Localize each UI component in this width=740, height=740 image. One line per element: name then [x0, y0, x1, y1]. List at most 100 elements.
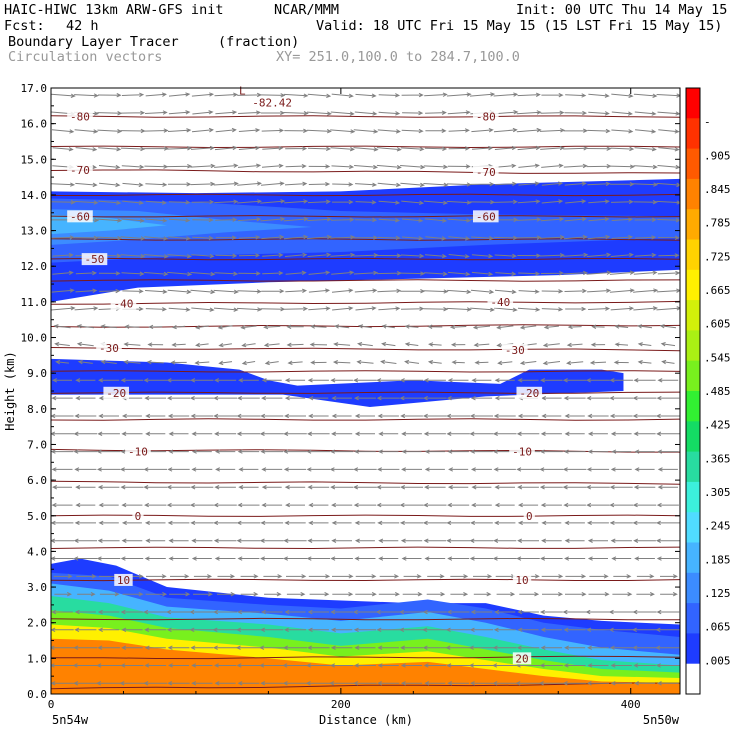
circulation-vector: [76, 324, 95, 329]
circulation-vector: [167, 182, 192, 187]
circulation-vector: [189, 627, 215, 633]
circulation-vector: [121, 538, 143, 543]
circulation-vector: [213, 395, 237, 401]
y-tick-label: 9.0: [27, 367, 47, 380]
contour-label: -40: [490, 296, 510, 309]
circulation-vector: [608, 627, 634, 633]
circulation-vector: [659, 324, 677, 329]
colorbar-label: .485: [704, 385, 731, 398]
circulation-vector: [655, 663, 680, 668]
circulation-vector: [282, 663, 308, 668]
circulation-vector: [330, 129, 356, 134]
circulation-vector: [586, 164, 612, 169]
circulation-vector: [378, 591, 400, 597]
circulation-vector: [98, 164, 121, 170]
circulation-vector: [422, 627, 448, 633]
circulation-vector: [541, 413, 562, 419]
circulation-vector: [494, 502, 515, 508]
circulation-vector: [262, 146, 284, 151]
circulation-vector: [609, 288, 635, 293]
circulation-vector: [541, 199, 564, 204]
circulation-vector: [377, 253, 402, 258]
circulation-vector: [100, 359, 117, 365]
circulation-vector: [215, 235, 237, 240]
circulation-vector: [517, 627, 539, 633]
circulation-vector: [539, 235, 565, 240]
circulation-vector: [214, 431, 237, 436]
temperature-contour--80: [51, 115, 680, 118]
circulation-vector: [633, 485, 656, 490]
circulation-vector: [167, 271, 193, 277]
circulation-vector: [518, 181, 540, 186]
circulation-vector: [307, 378, 329, 383]
circulation-vector: [399, 502, 424, 508]
contour-label: -20: [106, 387, 126, 400]
circulation-vector: [611, 93, 634, 98]
circulation-vector: [52, 147, 74, 152]
circulation-vector: [656, 395, 680, 401]
circulation-vector: [446, 307, 472, 312]
circulation-vector: [263, 342, 280, 348]
contour-label: -40: [114, 298, 134, 311]
circulation-vector: [399, 627, 424, 633]
temperature-contour-10: [51, 578, 680, 582]
field1-name: Boundary Layer Tracer: [8, 34, 179, 50]
y-tick-label: 1.0: [27, 652, 47, 665]
circulation-vector: [120, 609, 144, 615]
circulation-vector: [422, 609, 447, 615]
colorbar-label: .365: [704, 452, 731, 465]
low-marker: L: [239, 84, 246, 97]
circulation-vector: [446, 182, 472, 187]
circulation-vector: [307, 645, 330, 650]
circulation-vector: [284, 306, 309, 311]
circulation-vector: [75, 288, 98, 293]
circulation-vector: [614, 324, 629, 329]
circulation-vector: [330, 627, 353, 633]
circulation-vector: [192, 235, 214, 241]
contour-label-bg: [125, 445, 151, 458]
circulation-vector: [190, 271, 216, 277]
temperature-contour--20: [51, 391, 680, 394]
circulation-vector: [241, 360, 256, 366]
circulation-vector: [633, 93, 658, 98]
colorbar-swatch: [686, 603, 700, 634]
circulation-vector: [422, 395, 447, 401]
contour-label: 10: [117, 574, 130, 587]
circulation-vector: [217, 574, 236, 579]
circulation-vector: [120, 556, 144, 561]
circulation-vector: [447, 271, 471, 277]
circulation-vector: [656, 502, 679, 508]
circulation-vector: [516, 110, 542, 115]
circulation-vector: [237, 289, 262, 294]
circulation-vector: [306, 467, 331, 472]
contour-label: -50: [85, 253, 105, 266]
circulation-vector: [261, 128, 285, 133]
circulation-vector: [260, 556, 284, 561]
circulation-vector: [541, 163, 564, 168]
circulation-vector: [354, 111, 378, 116]
temperature-contour--30: [51, 347, 680, 352]
circulation-vector: [610, 538, 632, 543]
circulation-vector: [448, 128, 470, 133]
circulation-vector: [563, 627, 586, 633]
circulation-vector: [308, 574, 331, 579]
circulation-vector: [74, 627, 97, 633]
circulation-vector: [97, 609, 120, 615]
circulation-vector: [656, 681, 679, 686]
circulation-vector: [167, 663, 190, 668]
circulation-vector: [97, 627, 120, 633]
circulation-vector: [492, 663, 518, 668]
tracer-region-upper-layer-mid: [51, 198, 680, 263]
circulation-vector: [495, 271, 517, 277]
contour-label: -10: [128, 446, 148, 459]
circulation-vector: [330, 378, 353, 383]
circulation-vector: [516, 467, 540, 472]
circulation-vector: [471, 145, 494, 151]
circulation-vector: [309, 342, 328, 347]
circulation-vector: [399, 395, 424, 401]
circulation-vector: [450, 342, 466, 347]
circulation-vector: [215, 217, 238, 222]
circulation-vector: [633, 431, 656, 436]
circulation-vector: [657, 449, 679, 454]
circulation-vector: [308, 164, 331, 169]
